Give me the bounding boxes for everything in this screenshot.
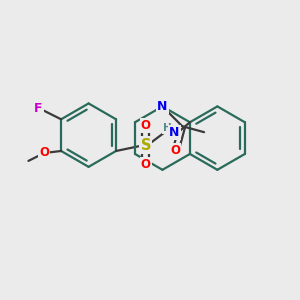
Text: O: O [141, 119, 151, 132]
Text: H: H [163, 123, 172, 133]
Text: F: F [34, 102, 43, 115]
Text: S: S [140, 137, 151, 152]
Text: N: N [169, 126, 180, 139]
Text: O: O [141, 158, 151, 171]
Text: N: N [157, 100, 168, 113]
Text: O: O [39, 146, 49, 160]
Text: O: O [170, 143, 180, 157]
